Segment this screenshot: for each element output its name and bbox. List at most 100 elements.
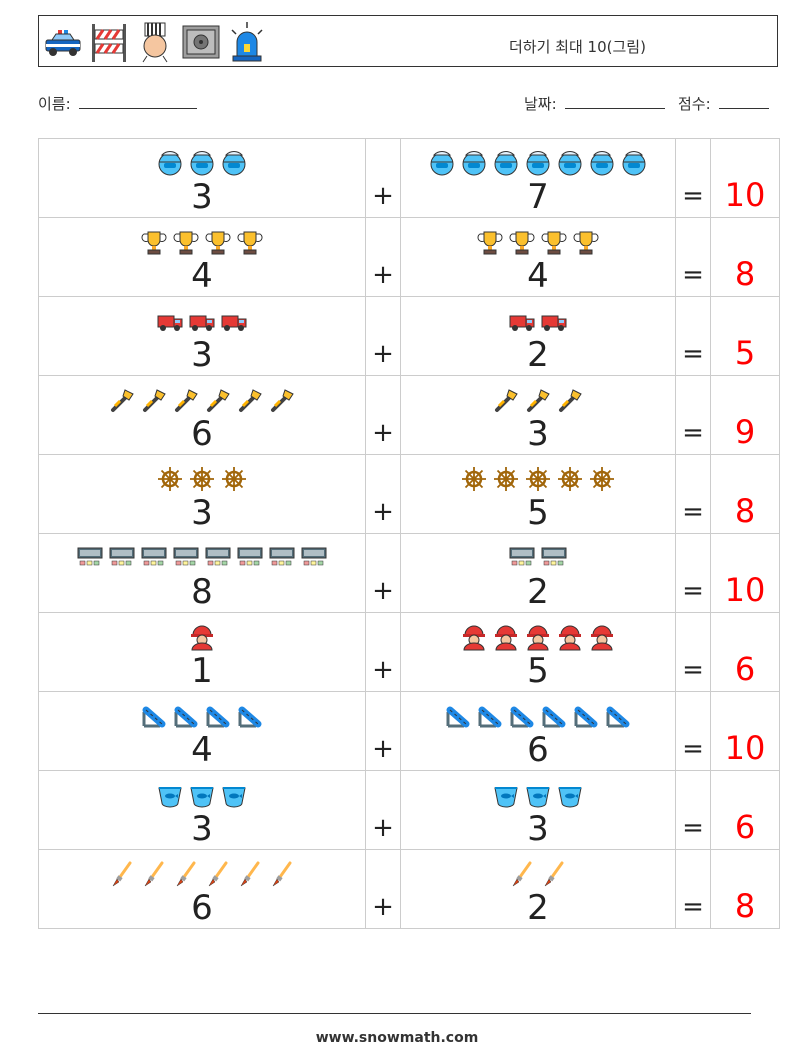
addend-b: 6 [527,730,549,770]
addend-a-cell: 4 [38,691,366,771]
equals-sign: = [675,296,711,376]
paint-brush-icon [272,861,292,887]
addend-a: 4 [191,730,213,770]
trophy-icon [477,231,503,255]
answer[interactable]: 5 [710,296,780,376]
header-icons [43,20,267,64]
control-panel-icon [141,547,167,566]
answer[interactable]: 6 [710,770,780,850]
paint-brush-icon [512,861,532,887]
control-panel-icon [77,547,103,566]
answer[interactable]: 6 [710,612,780,692]
addend-a: 3 [191,809,213,849]
fire-hose-icon [510,706,534,728]
ship-wheel-icon [222,467,246,491]
pipe-wrench-icon [143,389,166,412]
name-label: 이름: [38,95,71,113]
trophy-icon [237,231,263,255]
date-label: 날짜: [524,95,557,113]
addend-a-cell: 3 [38,454,366,534]
pipe-wrench-icon [207,389,230,412]
paint-brush-icon [144,861,164,887]
pipe-wrench-icon [239,389,262,412]
addend-a-cell: 3 [38,770,366,850]
addend-b: 2 [527,572,549,612]
trophy-icon [141,231,167,255]
diving-helmet-icon [190,151,214,176]
ship-wheel-icon [526,467,550,491]
problem-row: 3 +3 = 6 [38,770,780,850]
answer[interactable]: 9 [710,375,780,455]
diving-helmet-icon [494,151,518,176]
firefighter-icon [463,625,485,651]
plus-sign: + [365,454,401,534]
addend-b-cell: 7 [400,138,676,218]
ship-wheel-icon [158,467,182,491]
equals-sign: = [675,691,711,771]
firefighter-icon [527,625,549,651]
addend-b-icons [401,696,675,730]
addend-b-cell: 5 [400,454,676,534]
addend-a-icons [39,617,365,651]
pipe-wrench-icon [271,389,294,412]
prisoner-icon [142,22,168,63]
addend-b: 7 [527,177,549,217]
control-panel-icon [269,547,295,566]
safe-icon [182,25,220,59]
addend-a-cell: 3 [38,296,366,376]
date-field[interactable]: 날짜: [524,93,666,114]
name-field[interactable]: 이름: [38,93,198,114]
answer[interactable]: 10 [710,691,780,771]
addend-b-cell: 2 [400,533,676,613]
control-panel-icon [109,547,135,566]
trophy-icon [541,231,567,255]
road-barrier-icon [92,24,126,62]
plus-sign: + [365,770,401,850]
addend-a-cell: 1 [38,612,366,692]
addend-b-cell: 2 [400,296,676,376]
fire-truck-icon [541,315,567,331]
paint-brush-icon [240,861,260,887]
addend-b: 5 [527,651,549,691]
control-panel-icon [541,547,567,566]
firefighter-icon [495,625,517,651]
addend-b: 2 [527,888,549,928]
answer[interactable]: 10 [710,138,780,218]
name-blank[interactable] [79,94,198,109]
answer[interactable]: 8 [710,849,780,929]
addend-a: 1 [191,651,213,691]
addend-a-icons [39,459,365,493]
addend-a-icons [39,301,365,335]
addend-a-cell: 4 [38,217,366,297]
score-blank[interactable] [719,94,770,109]
firefighter-icon [591,625,613,651]
addend-a: 3 [191,335,213,375]
diving-helmet-icon [158,151,182,176]
plus-sign: + [365,296,401,376]
score-field[interactable]: 점수: [678,93,770,114]
addend-a: 6 [191,414,213,454]
trophy-icon [173,231,199,255]
pipe-wrench-icon [527,389,550,412]
firefighter-icon [559,625,581,651]
ship-wheel-icon [494,467,518,491]
answer[interactable]: 8 [710,454,780,534]
date-blank[interactable] [565,94,666,109]
answer[interactable]: 8 [710,217,780,297]
equals-sign: = [675,849,711,929]
answer[interactable]: 10 [710,533,780,613]
addend-a: 6 [191,888,213,928]
control-panel-icon [301,547,327,566]
problem-row: 4 +6 = 10 [38,691,780,771]
fire-truck-icon [189,315,215,331]
equals-sign: = [675,533,711,613]
addend-b: 2 [527,335,549,375]
diving-helmet-icon [430,151,454,176]
paint-brush-icon [176,861,196,887]
addend-b-icons [401,143,675,177]
plus-sign: + [365,138,401,218]
fire-hose-icon [174,706,198,728]
plus-sign: + [365,217,401,297]
addend-b-icons [401,854,675,888]
footer-divider [38,1013,751,1014]
